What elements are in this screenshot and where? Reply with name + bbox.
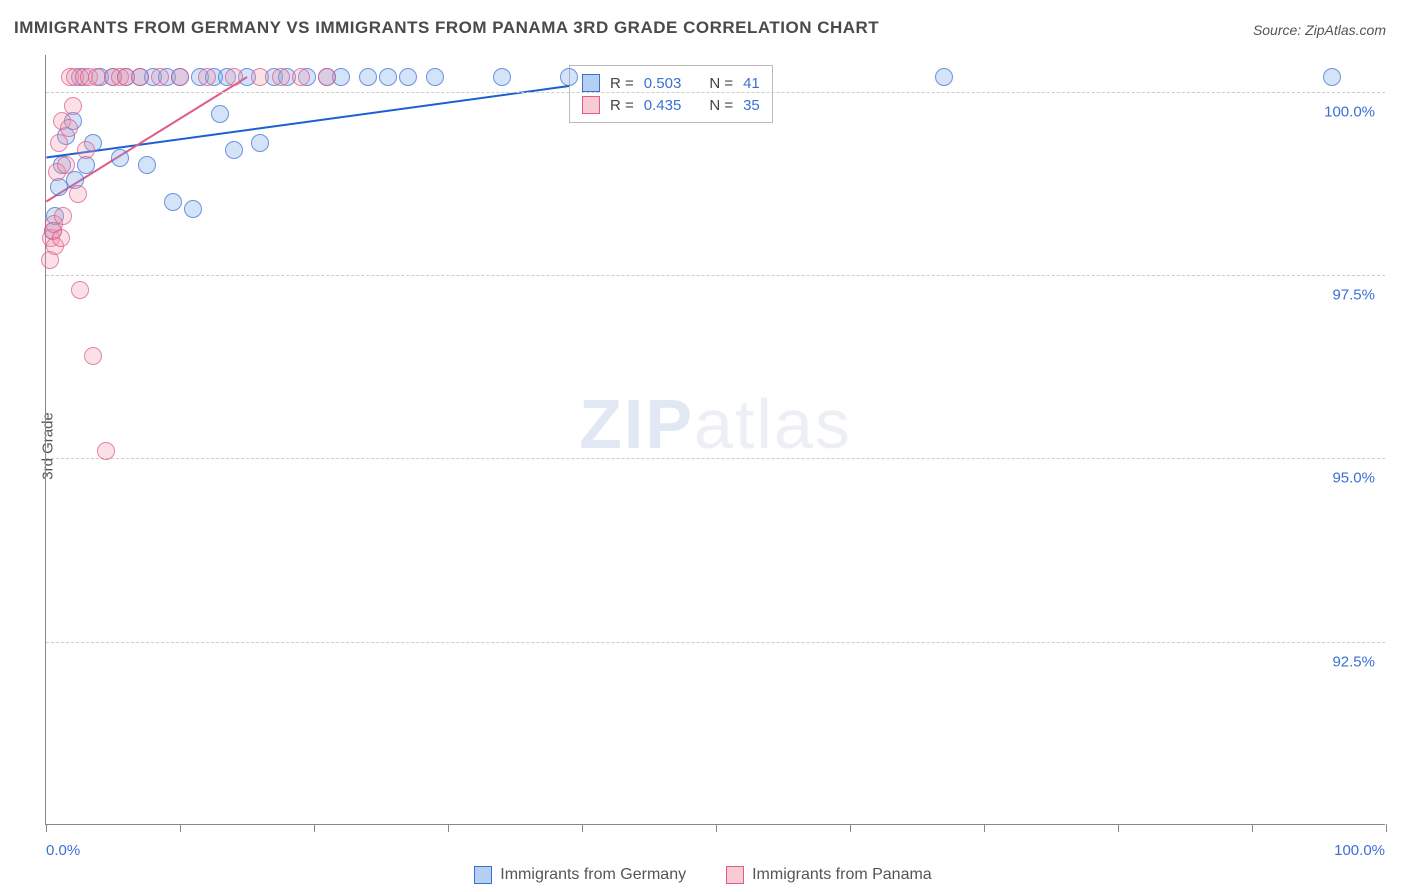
data-point (399, 68, 417, 86)
chart-title: IMMIGRANTS FROM GERMANY VS IMMIGRANTS FR… (14, 18, 879, 38)
stats-box: R = 0.503 N = 41 R = 0.435 N = 35 (569, 65, 773, 123)
watermark-bold: ZIP (579, 385, 694, 463)
data-point (151, 68, 169, 86)
data-point (272, 68, 290, 86)
legend-swatch (726, 866, 744, 884)
x-tick (448, 824, 449, 832)
gridline (46, 275, 1385, 276)
data-point (426, 68, 444, 86)
stats-n-value: 41 (743, 75, 760, 92)
watermark-light: atlas (694, 385, 852, 463)
legend-item: Immigrants from Germany (474, 866, 686, 884)
stats-r-label: R = (610, 97, 634, 114)
data-point (60, 119, 78, 137)
data-point (251, 134, 269, 152)
y-tick-label: 95.0% (1332, 470, 1375, 487)
data-point (57, 156, 75, 174)
stats-n-label: N = (709, 97, 733, 114)
data-point (97, 442, 115, 460)
x-axis-max-label: 100.0% (1334, 842, 1385, 859)
data-point (560, 68, 578, 86)
x-tick (582, 824, 583, 832)
source-label: Source: ZipAtlas.com (1253, 22, 1386, 38)
data-point (184, 200, 202, 218)
watermark: ZIPatlas (579, 384, 852, 464)
stats-swatch (582, 74, 600, 92)
data-point (171, 68, 189, 86)
x-tick (716, 824, 717, 832)
data-point (64, 97, 82, 115)
data-point (292, 68, 310, 86)
data-point (359, 68, 377, 86)
data-point (111, 149, 129, 167)
x-tick (1252, 824, 1253, 832)
data-point (52, 229, 70, 247)
data-point (225, 141, 243, 159)
legend-swatch (474, 866, 492, 884)
gridline (46, 642, 1385, 643)
x-tick (1386, 824, 1387, 832)
x-tick (850, 824, 851, 832)
data-point (493, 68, 511, 86)
legend-label: Immigrants from Panama (752, 866, 932, 884)
trendlines-svg (46, 55, 1385, 824)
gridline (46, 458, 1385, 459)
data-point (251, 68, 269, 86)
data-point (138, 156, 156, 174)
bottom-legend: Immigrants from Germany Immigrants from … (0, 866, 1406, 884)
data-point (211, 105, 229, 123)
data-point (318, 68, 336, 86)
stats-r-label: R = (610, 75, 634, 92)
data-point (935, 68, 953, 86)
data-point (198, 68, 216, 86)
data-point (77, 141, 95, 159)
data-point (54, 207, 72, 225)
x-axis-min-label: 0.0% (46, 842, 80, 859)
x-tick (984, 824, 985, 832)
x-tick (1118, 824, 1119, 832)
stats-n-value: 35 (743, 97, 760, 114)
y-tick-label: 100.0% (1324, 103, 1375, 120)
data-point (1323, 68, 1341, 86)
stats-swatch (582, 96, 600, 114)
data-point (131, 68, 149, 86)
data-point (84, 347, 102, 365)
plot-area: ZIPatlas R = 0.503 N = 41 R = 0.435 N = … (45, 55, 1385, 825)
legend-label: Immigrants from Germany (500, 866, 686, 884)
stats-n-label: N = (709, 75, 733, 92)
data-point (379, 68, 397, 86)
stats-r-value: 0.435 (644, 97, 682, 114)
x-tick (314, 824, 315, 832)
legend-item: Immigrants from Panama (726, 866, 932, 884)
stats-r-value: 0.503 (644, 75, 682, 92)
gridline (46, 92, 1385, 93)
y-tick-label: 92.5% (1332, 653, 1375, 670)
x-tick (180, 824, 181, 832)
data-point (225, 68, 243, 86)
data-point (71, 281, 89, 299)
stats-row: R = 0.435 N = 35 (582, 94, 760, 116)
x-tick (46, 824, 47, 832)
y-tick-label: 97.5% (1332, 287, 1375, 304)
data-point (164, 193, 182, 211)
data-point (69, 185, 87, 203)
trendline (46, 84, 581, 157)
